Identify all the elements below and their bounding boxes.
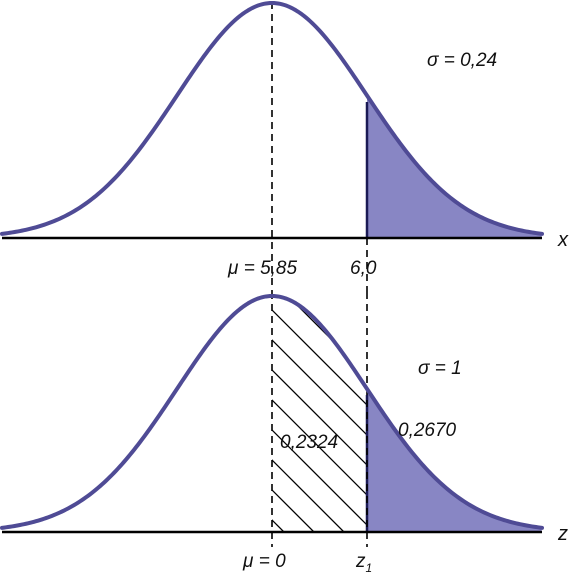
hatch-line-2	[272, 296, 333, 532]
bottom-axis-label-z: z	[557, 523, 568, 545]
hatch-line-6	[272, 296, 367, 532]
middle-area-label: 0,2324	[280, 432, 338, 453]
z1-label: z1	[355, 551, 372, 575]
top-axis-label-x: x	[557, 229, 569, 251]
hatch-line-4	[272, 296, 367, 532]
top-normal-curve	[0, 1, 544, 236]
hatch-line-1	[272, 296, 303, 532]
hatch-line-7	[272, 296, 367, 532]
tail-area-label: 0,2670	[398, 420, 457, 441]
top-panel: σ = 0,24 x μ = 5,85 6,0	[0, 1, 569, 292]
z1-subscript: 1	[366, 561, 373, 575]
hatch-line-0	[272, 296, 273, 532]
z1-main: z	[355, 551, 366, 572]
top-right-tail-shaded-area	[367, 95, 542, 238]
middle-area-hatching	[272, 296, 367, 532]
bottom-mean-label: μ = 0	[242, 551, 286, 572]
bottom-panel: σ = 1 0,2670 0,2324 z μ = 0 z1	[0, 292, 568, 575]
top-value-label: 6,0	[350, 258, 377, 279]
hatch-line-3	[272, 296, 363, 532]
hatch-line-8	[272, 296, 367, 532]
hatch-line-5	[272, 296, 367, 532]
bottom-normal-curve	[0, 294, 544, 530]
bottom-sigma-label: σ = 1	[418, 358, 462, 379]
top-mean-label: μ = 5,85	[227, 258, 297, 279]
bottom-right-tail-shaded-area	[367, 388, 542, 532]
top-sigma-label: σ = 0,24	[427, 50, 497, 71]
